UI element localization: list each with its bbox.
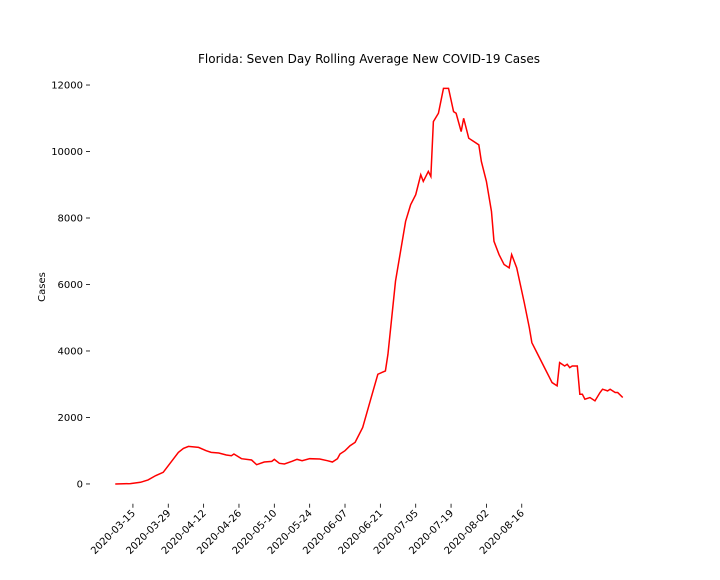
y-tick-label: 0 <box>77 479 83 490</box>
y-tick-label: 2000 <box>58 413 83 424</box>
y-tick-label: 4000 <box>58 346 83 357</box>
y-axis-label: Cases <box>37 272 48 302</box>
y-tick-label: 12000 <box>51 81 83 92</box>
y-tick-label: 8000 <box>58 214 83 225</box>
y-tick-label: 10000 <box>51 147 83 158</box>
chart-title: Florida: Seven Day Rolling Average New C… <box>198 52 540 66</box>
y-tick-label: 6000 <box>58 280 83 291</box>
data-line <box>115 87 624 485</box>
